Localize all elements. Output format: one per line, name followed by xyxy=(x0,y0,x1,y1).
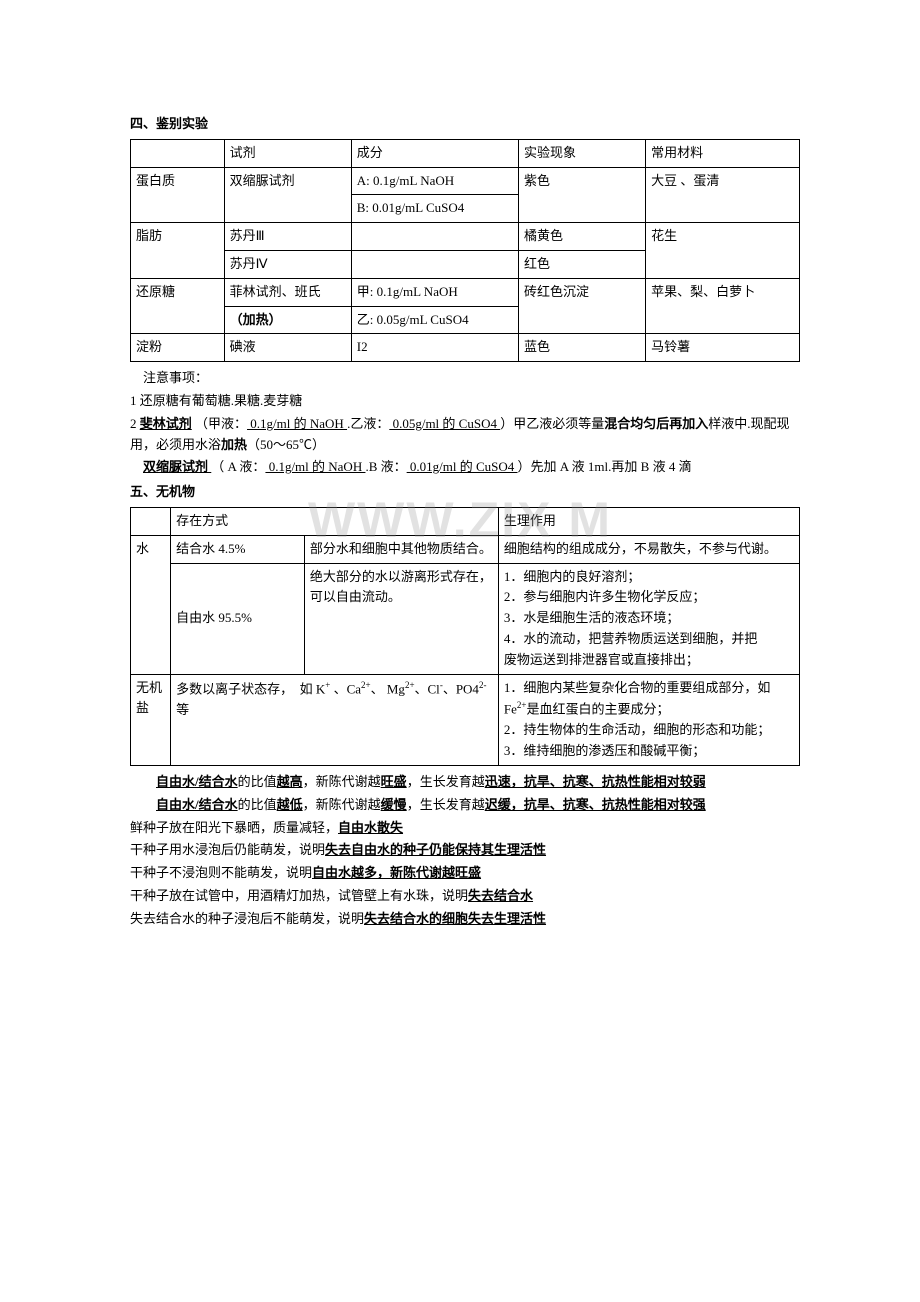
para-3: 鲜种子放在阳光下暴晒，质量减轻，自由水散失 xyxy=(130,818,800,839)
note-1: 1 还原糖有葡萄糖.果糖.麦芽糖 xyxy=(130,391,800,412)
table-row: 存在方式 生理作用 xyxy=(131,507,800,535)
table-row: 水 结合水 4.5% 部分水和细胞中其他物质结合。 细胞结构的组成成分，不易散失… xyxy=(131,535,800,563)
para-7: 失去结合水的种子浸泡后不能萌发，说明失去结合水的细胞失去生理活性 xyxy=(130,909,800,930)
para-1: 自由水/结合水的比值越高，新陈代谢越旺盛，生长发育越迅速，抗旱、抗寒、抗热性能相… xyxy=(130,772,800,793)
page-content: WWW.ZIX M 四、鉴别实验 试剂 成分 实验现象 常用材料 蛋白质 双缩脲… xyxy=(0,0,920,992)
para-5: 干种子不浸泡则不能萌发，说明自由水越多，新陈代谢越旺盛 xyxy=(130,863,800,884)
table-row: 淀粉 碘液 I2 蓝色 马铃薯 xyxy=(131,334,800,362)
heading-4: 四、鉴别实验 xyxy=(130,114,800,135)
para-6: 干种子放在试管中，用酒精灯加热，试管壁上有水珠，说明失去结合水 xyxy=(130,886,800,907)
notes-title: 注意事项： xyxy=(130,368,800,389)
table-row: 试剂 成分 实验现象 常用材料 xyxy=(131,139,800,167)
identification-table: 试剂 成分 实验现象 常用材料 蛋白质 双缩脲试剂 A: 0.1g/mL NaO… xyxy=(130,139,800,362)
table-row: 自由水 95.5% 绝大部分的水以游离形式存在，可以自由流动。 1．细胞内的良好… xyxy=(131,563,800,674)
para-2: 自由水/结合水的比值越低，新陈代谢越缓慢，生长发育越迟缓，抗旱、抗寒、抗热性能相… xyxy=(130,795,800,816)
table-row: 蛋白质 双缩脲试剂 A: 0.1g/mL NaOH 紫色 大豆 、蛋清 xyxy=(131,167,800,195)
para-4: 干种子用水浸泡后仍能萌发，说明失去自由水的种子仍能保持其生理活性 xyxy=(130,840,800,861)
table-row: 脂肪 苏丹Ⅲ 橘黄色 花生 xyxy=(131,223,800,251)
note-2: 2 斐林试剂 （甲液： 0.1g/ml 的 NaOH .乙液： 0.05g/ml… xyxy=(130,414,800,456)
table-row: 还原糖 菲林试剂、班氏 甲: 0.1g/mL NaOH 砖红色沉淀 苹果、梨、白… xyxy=(131,278,800,306)
heading-5: 五、无机物 xyxy=(130,482,800,503)
inorganic-table: 存在方式 生理作用 水 结合水 4.5% 部分水和细胞中其他物质结合。 细胞结构… xyxy=(130,507,800,766)
note-3: 双缩脲试剂 （ A 液： 0.1g/ml 的 NaOH .B 液： 0.01g/… xyxy=(130,457,800,478)
table-row: 无机盐 多数以离子状态存， 如 K+ 、Ca2+、 Mg2+、Cl-、PO42-… xyxy=(131,674,800,766)
